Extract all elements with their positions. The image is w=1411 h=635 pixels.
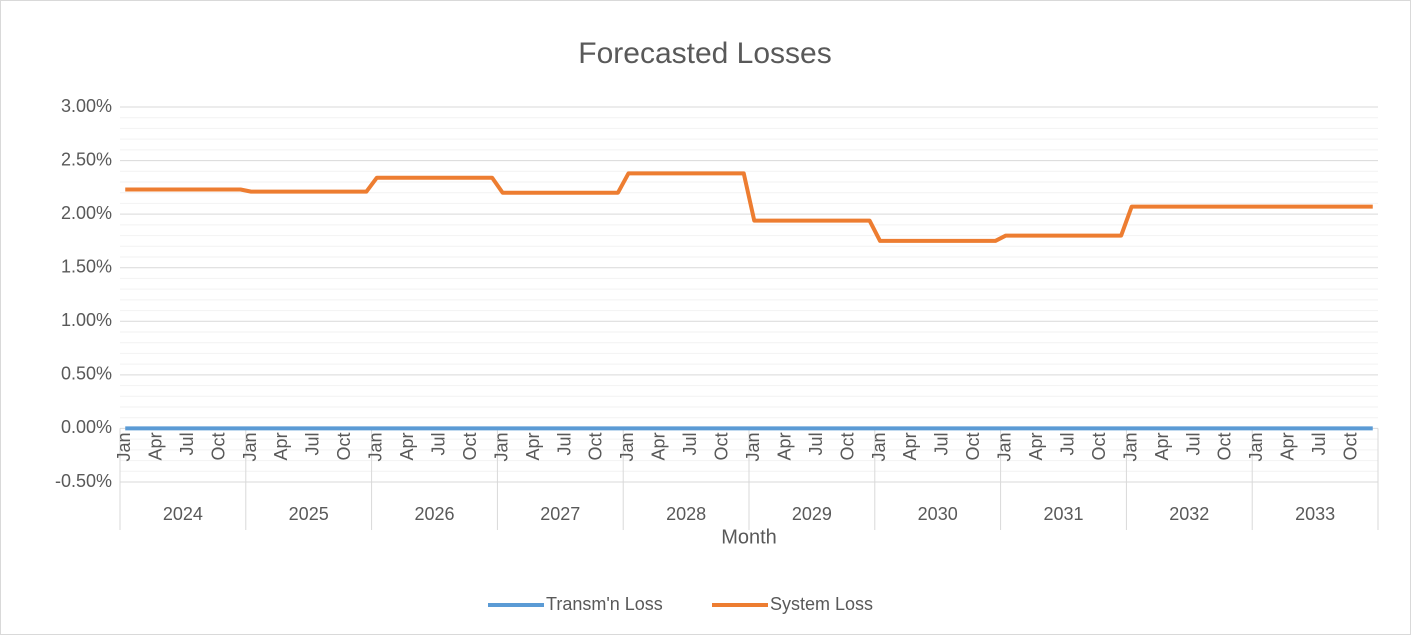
y-tick-label: -0.50% [55,471,112,491]
x-tick-label: Apr [649,432,669,460]
y-tick-label: 1.00% [61,310,112,330]
x-tick-label: Jul [806,432,826,455]
x-tick-label: Jan [1120,432,1140,461]
x-tick-label: Jul [303,432,323,455]
x-tick-label: Jul [932,432,952,455]
year-label: 2033 [1295,504,1335,524]
x-tick-label: Apr [1152,432,1172,460]
series-line [125,171,1373,243]
x-tick-label: Apr [271,432,291,460]
x-tick-label: Oct [1089,432,1109,460]
year-label: 2026 [414,504,454,524]
x-tick-label: Apr [900,432,920,460]
x-tick-label: Apr [397,432,417,460]
x-tick-label: Apr [523,432,543,460]
x-tick-label: Oct [963,432,983,460]
x-tick-label: Oct [334,432,354,460]
x-tick-label: Oct [712,432,732,460]
x-tick-label: Jul [177,432,197,455]
x-tick-label: Jan [743,432,763,461]
year-label: 2028 [666,504,706,524]
x-tick-label: Jul [428,432,448,455]
y-tick-label: 1.50% [61,256,112,276]
x-tick-label: Jan [995,432,1015,461]
x-tick-label: Apr [1026,432,1046,460]
year-label: 2031 [1043,504,1083,524]
y-tick-label: 2.00% [61,203,112,223]
x-tick-label: Oct [837,432,857,460]
x-tick-label: Jan [366,432,386,461]
year-label: 2027 [540,504,580,524]
year-label: 2032 [1169,504,1209,524]
x-tick-label: Jan [1246,432,1266,461]
year-label: 2024 [163,504,203,524]
x-tick-label: Jan [869,432,889,461]
x-tick-label: Jan [240,432,260,461]
legend-label: System Loss [770,594,873,614]
x-tick-label: Apr [145,432,165,460]
y-tick-label: 2.50% [61,149,112,169]
x-tick-label: Jul [554,432,574,455]
x-tick-label: Oct [1341,432,1361,460]
chart-title: Forecasted Losses [578,37,831,70]
x-tick-label: Jul [1183,432,1203,455]
x-tick-label: Apr [774,432,794,460]
x-tick-label: Jan [114,432,134,461]
x-axis-title: Month [721,526,777,548]
x-tick-label: Oct [1215,432,1235,460]
x-tick-label: Jan [491,432,511,461]
y-tick-label: 0.00% [61,417,112,437]
x-tick-label: Oct [586,432,606,460]
legend-label: Transm'n Loss [546,594,663,614]
year-label: 2029 [792,504,832,524]
x-tick-label: Jan [617,432,637,461]
x-tick-label: Jul [1057,432,1077,455]
y-tick-label: 3.00% [61,96,112,116]
year-label: 2025 [289,504,329,524]
x-tick-label: Oct [460,432,480,460]
x-tick-label: Jul [680,432,700,455]
x-tick-label: Oct [208,432,228,460]
year-label: 2030 [918,504,958,524]
x-tick-label: Jul [1309,432,1329,455]
y-tick-label: 0.50% [61,364,112,384]
x-tick-label: Apr [1278,432,1298,460]
